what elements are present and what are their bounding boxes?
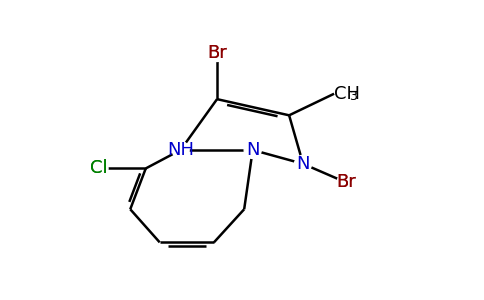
Circle shape — [244, 142, 261, 158]
Text: 3: 3 — [349, 90, 358, 103]
Circle shape — [337, 174, 354, 191]
Text: Br: Br — [207, 44, 227, 62]
Text: Br: Br — [336, 173, 356, 191]
Circle shape — [91, 160, 108, 177]
Circle shape — [295, 155, 312, 172]
Circle shape — [172, 142, 189, 158]
Text: N: N — [246, 141, 259, 159]
Circle shape — [209, 44, 226, 62]
Text: Cl: Cl — [91, 159, 108, 177]
Text: Cl: Cl — [91, 159, 108, 177]
Text: NH: NH — [167, 141, 194, 159]
Circle shape — [209, 44, 226, 62]
Text: Br: Br — [336, 173, 356, 191]
Text: CH: CH — [334, 85, 360, 103]
Text: Br: Br — [207, 44, 227, 62]
Text: N: N — [296, 155, 310, 173]
Circle shape — [337, 174, 354, 191]
Circle shape — [91, 160, 108, 177]
